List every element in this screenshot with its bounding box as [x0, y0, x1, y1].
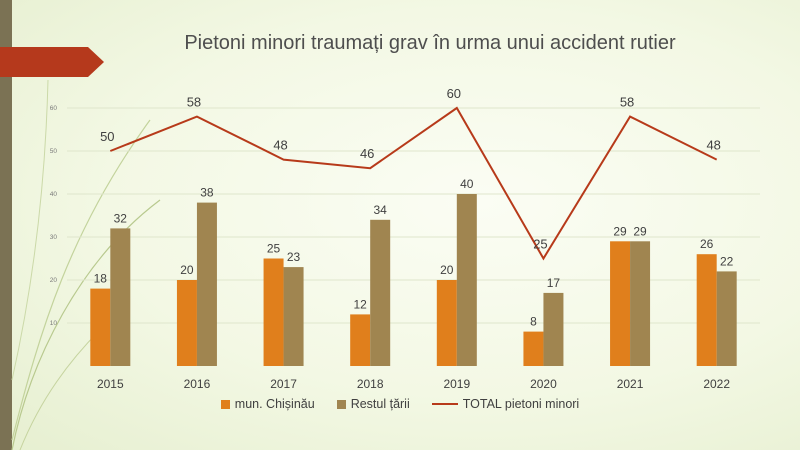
bar-data-label: 20: [440, 263, 454, 277]
x-tick-label: 2017: [270, 377, 297, 391]
x-tick-label: 2022: [703, 377, 730, 391]
bar-chisinau: [263, 258, 284, 366]
x-tick-label: 2018: [357, 377, 384, 391]
y-tick-label: 50: [50, 148, 58, 155]
legend-swatch: [220, 399, 230, 409]
bar-data-label: 17: [547, 276, 561, 290]
bar-chisinau: [436, 280, 457, 366]
bar-restul-tarii: [630, 241, 651, 366]
bar-restul-tarii: [283, 267, 304, 366]
line-data-label: 58: [187, 95, 201, 110]
bar-data-label: 32: [114, 211, 128, 225]
bar-restul-tarii: [196, 202, 217, 366]
x-tick-label: 2016: [184, 377, 211, 391]
bar-chisinau: [610, 241, 631, 366]
left-accent-bar: [0, 0, 12, 450]
x-tick-label: 2020: [530, 377, 557, 391]
bar-chisinau: [350, 314, 371, 366]
bar-data-label: 40: [460, 177, 474, 191]
bar-data-label: 29: [633, 224, 647, 238]
y-tick-label: 60: [50, 105, 58, 112]
bar-data-label: 34: [374, 203, 388, 217]
x-tick-label: 2019: [443, 377, 470, 391]
line-data-label: 58: [620, 95, 634, 110]
line-data-label: 46: [360, 146, 374, 161]
bar-restul-tarii: [456, 194, 477, 366]
legend-label: Restul țării: [350, 397, 410, 411]
total-line: [109, 106, 718, 261]
bar-data-label: 20: [180, 263, 194, 277]
bar-data-label: 29: [613, 224, 627, 238]
y-tick-label: 30: [50, 234, 58, 241]
y-tick-label: 20: [50, 277, 58, 284]
bar-chisinau: [696, 254, 717, 366]
bar-data-label: 38: [200, 186, 214, 200]
line-data-label: 48: [706, 138, 720, 153]
line-data-label: 50: [100, 129, 114, 144]
bar-data-label: 26: [700, 237, 714, 251]
legend-label: TOTAL pietoni minori: [462, 397, 580, 411]
bar-restul-tarii: [716, 271, 737, 366]
legend-swatch: [431, 403, 458, 405]
bar-data-label: 25: [267, 242, 281, 256]
bar-chisinau: [523, 331, 544, 366]
bar-restul-tarii: [110, 228, 131, 366]
legend-item: Restul țării: [336, 397, 410, 411]
y-tick-label: 40: [50, 191, 58, 198]
chart-title: Pietoni minori traumați grav în urma unu…: [184, 32, 676, 54]
bar-restul-tarii: [543, 292, 564, 366]
line-data-label: 48: [273, 138, 287, 153]
bar-data-label: 22: [720, 254, 734, 268]
bar-restul-tarii: [370, 219, 391, 366]
line-data-label: 60: [447, 86, 461, 101]
bar-chisinau: [176, 280, 197, 366]
y-tick-label: 10: [50, 320, 58, 327]
bar-data-label: 23: [287, 250, 301, 264]
title-banner-arrow: [0, 47, 104, 77]
bar-data-label: 18: [94, 272, 108, 286]
bar-data-label: 12: [354, 297, 368, 311]
chart-legend: mun. Chișinău Restul țării TOTAL pietoni m…: [0, 397, 800, 411]
line-data-label: 25: [533, 237, 547, 252]
legend-item: TOTAL pietoni minori: [431, 397, 580, 411]
legend-label: mun. Chișinău: [234, 397, 315, 411]
legend-swatch: [336, 399, 346, 409]
x-tick-label: 2015: [97, 377, 124, 391]
bar-chisinau: [90, 288, 111, 366]
bar-data-label: 8: [530, 315, 537, 329]
legend-item: mun. Chișinău: [220, 397, 315, 411]
x-tick-label: 2021: [617, 377, 644, 391]
